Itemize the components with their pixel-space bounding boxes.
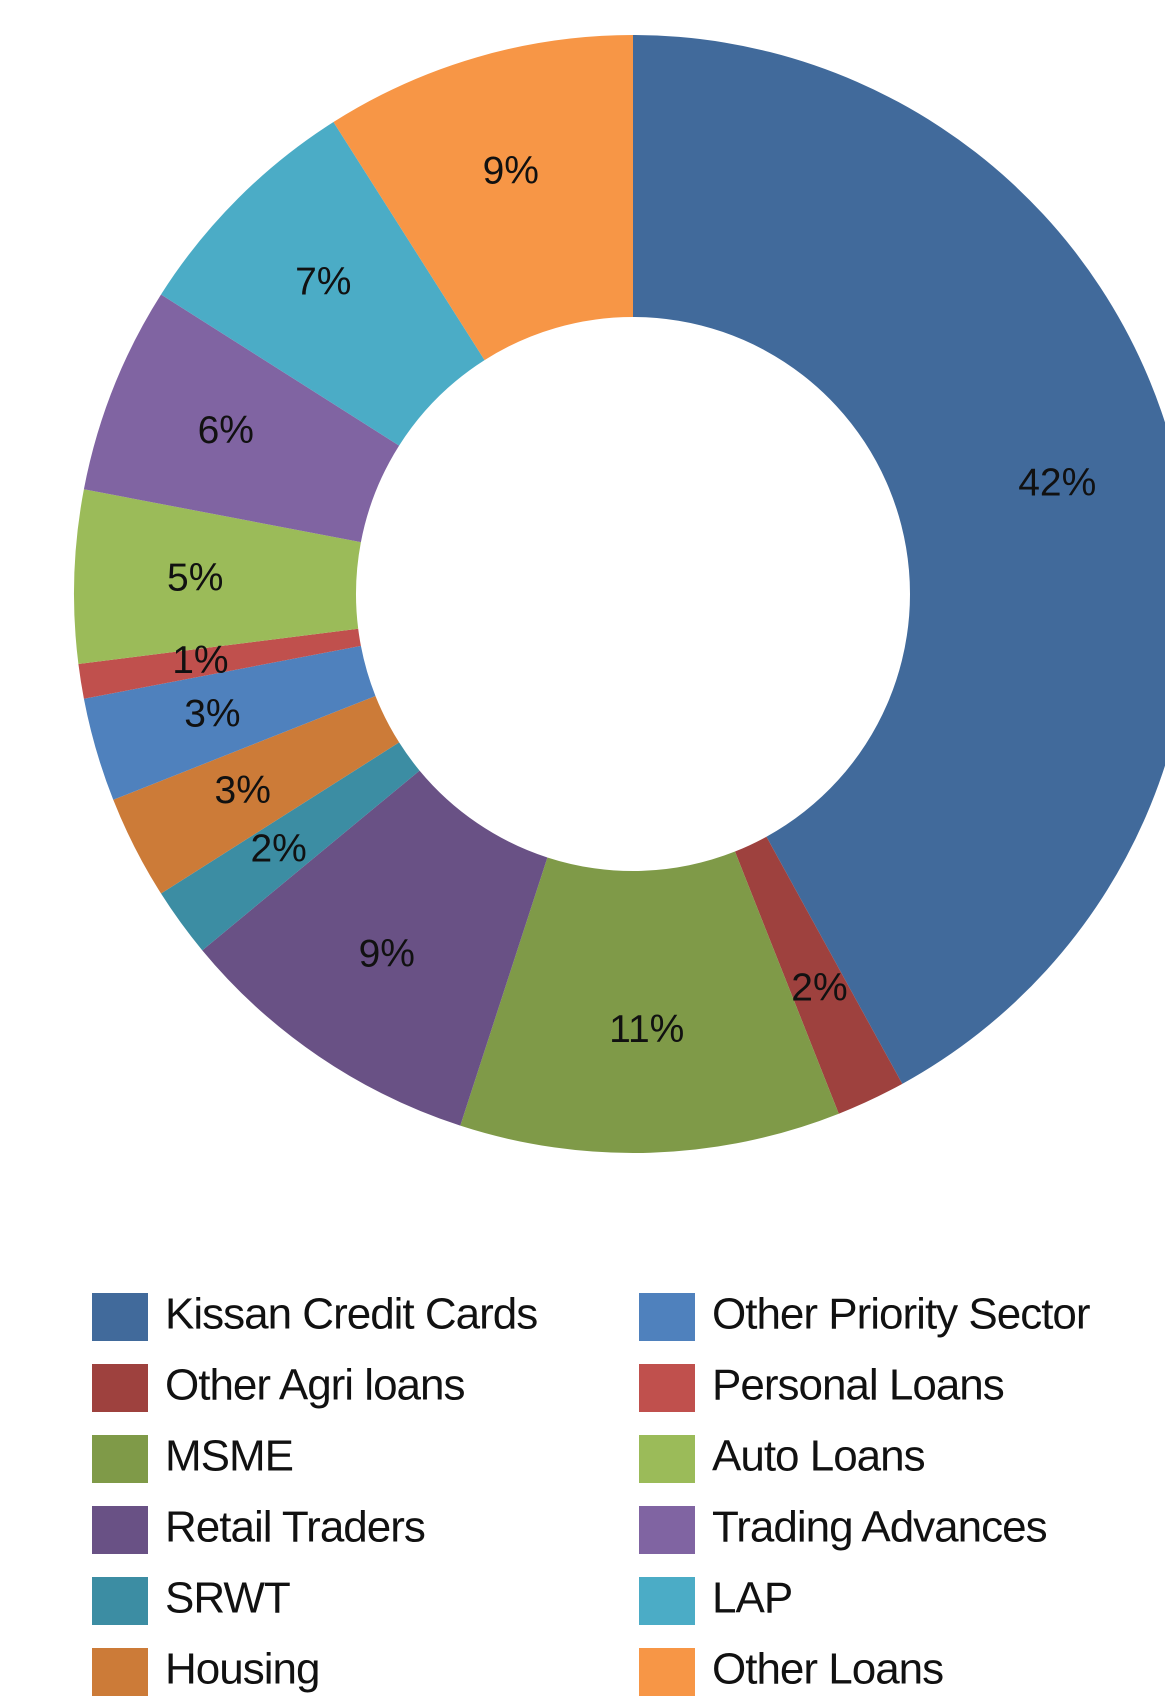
legend-label: Auto Loans (712, 1432, 925, 1481)
slice (74, 489, 361, 665)
legend-label: Housing (165, 1645, 319, 1694)
slice-label: 7% (295, 261, 351, 304)
slice (333, 35, 633, 361)
slice (113, 695, 400, 894)
legend-swatch (92, 1435, 148, 1483)
legend-swatch (92, 1506, 148, 1554)
slice (83, 294, 400, 543)
legend-swatch (639, 1577, 695, 1625)
slice-label: 6% (198, 409, 254, 452)
legend-swatch (639, 1648, 695, 1696)
slice-label: 2% (791, 967, 847, 1010)
legend-label: SRWT (165, 1574, 290, 1623)
legend-swatch (639, 1364, 695, 1412)
slice (633, 35, 1165, 1084)
legend-swatch (92, 1648, 148, 1696)
slice-label: 1% (172, 639, 228, 682)
slice (734, 836, 903, 1114)
legend-label: Kissan Credit Cards (165, 1290, 537, 1339)
legend-label: LAP (712, 1574, 792, 1623)
legend-label: Retail Traders (165, 1503, 425, 1552)
legend-label: MSME (165, 1432, 293, 1481)
legend-label: Other Priority Sector (712, 1290, 1090, 1339)
slice-label: 11% (609, 1008, 684, 1051)
slice (202, 770, 548, 1126)
slice-label: 2% (250, 828, 306, 871)
legend-label: Trading Advances (712, 1503, 1047, 1552)
legend-swatch (92, 1293, 148, 1341)
legend-swatch (639, 1435, 695, 1483)
slice (460, 851, 839, 1153)
legend-label: Personal Loans (712, 1361, 1004, 1410)
slice (78, 628, 361, 699)
slice-label: 42% (1018, 461, 1096, 504)
slice (83, 645, 376, 800)
legend-swatch (92, 1577, 148, 1625)
legend-swatch (639, 1293, 695, 1341)
slice-label: 3% (215, 769, 271, 812)
legend-swatch (92, 1364, 148, 1412)
legend-swatch (639, 1506, 695, 1554)
slice-label: 9% (483, 150, 539, 193)
legend-label: Other Agri loans (165, 1361, 465, 1410)
slice-label: 5% (167, 557, 223, 600)
slice-label: 3% (184, 692, 240, 735)
slice (161, 742, 420, 951)
slice (161, 122, 485, 446)
legend-label: Other Loans (712, 1645, 943, 1694)
slice-label: 9% (359, 933, 415, 976)
